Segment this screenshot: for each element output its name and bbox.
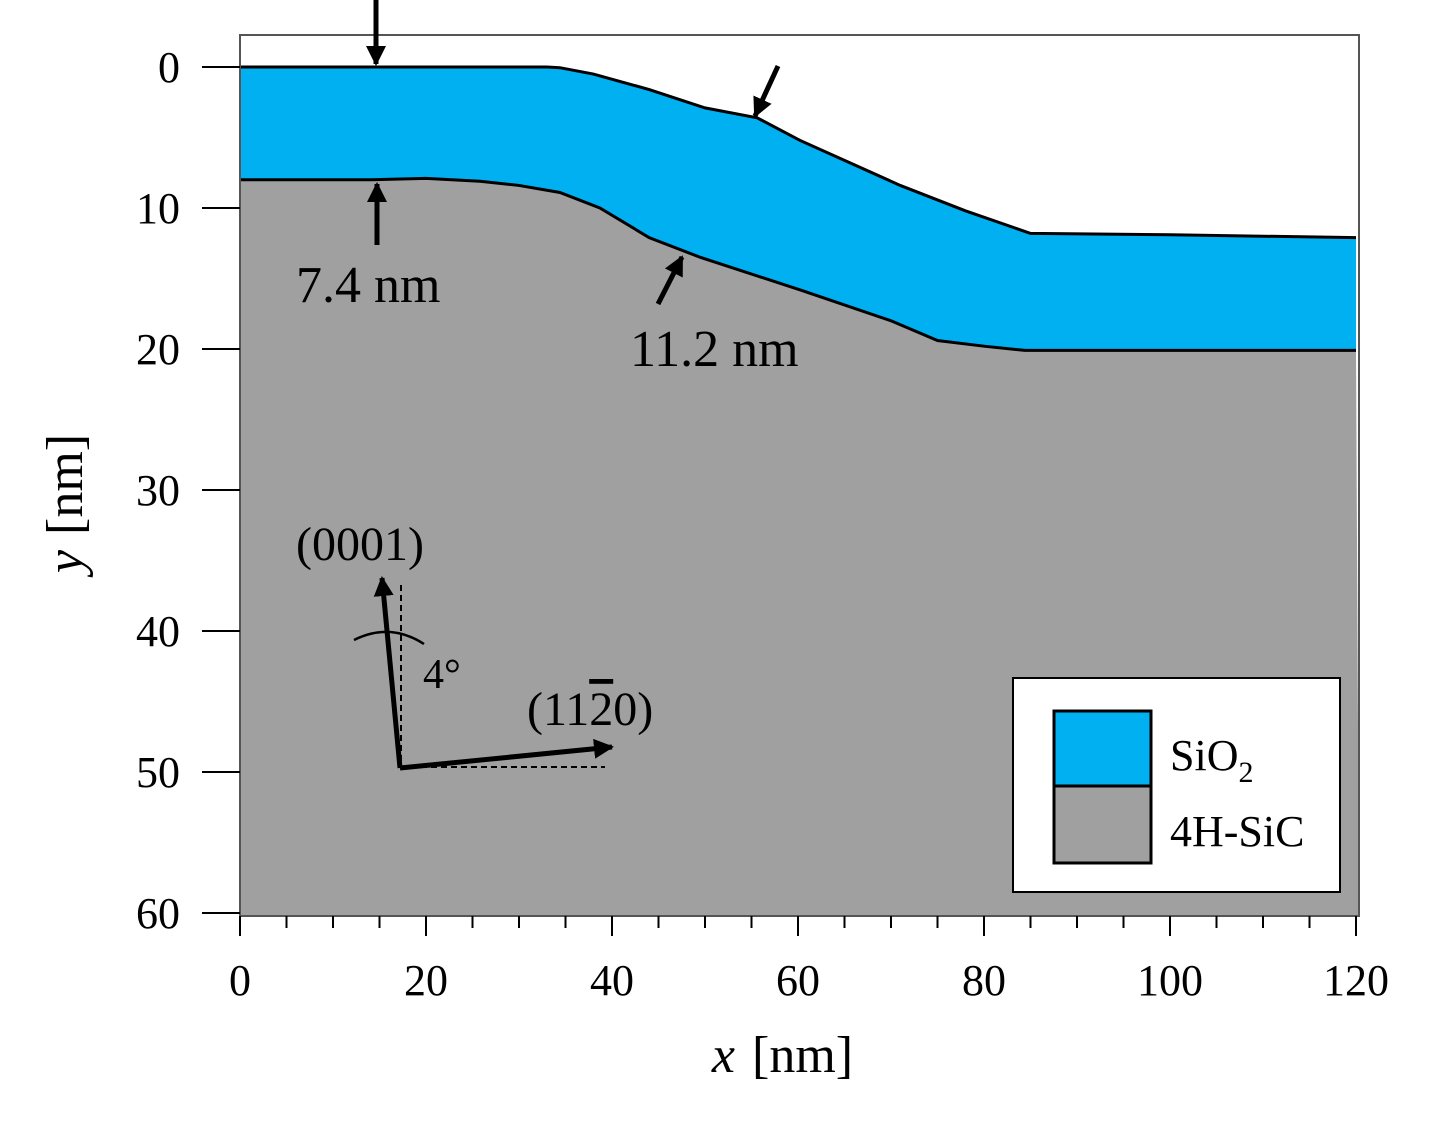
x-tick-label: 120 (1323, 956, 1389, 1005)
x-tick-label: 60 (776, 956, 820, 1005)
legend-swatch-sic (1052, 784, 1153, 865)
legend-label-sic: 4H-SiC (1170, 807, 1304, 856)
y-tick-label: 20 (136, 325, 180, 374)
y-tick-label: 30 (136, 466, 180, 515)
legend-swatch-sio2 (1052, 709, 1153, 788)
y-axis-label-var: y (37, 549, 94, 578)
thickness-flat-label: 7.4 nm (296, 257, 440, 314)
x-axis-label-unit: [nm] (752, 1027, 853, 1084)
c-axis-arrow (373, 576, 403, 769)
interface-line (240, 176, 1356, 352)
angle-arc (353, 630, 425, 646)
slope-arrow-top (752, 64, 781, 118)
plot-frame (239, 34, 1360, 917)
x-tick-label: 40 (590, 956, 634, 1005)
a-axis-arrow (399, 738, 614, 771)
x-axis-label-var: x (711, 1027, 735, 1084)
sio2-surface-line (240, 65, 1357, 240)
x-tick-label: 20 (404, 956, 448, 1005)
legend: SiO2 4H-SiC (1012, 677, 1341, 893)
x-tick-label: 100 (1137, 956, 1203, 1005)
y-tick-label: 50 (136, 748, 180, 797)
x-tick-label: 0 (229, 956, 251, 1005)
axes: 0 20 40 60 80 100 120 0 10 20 30 40 50 60 (136, 0, 1389, 1005)
y-tick-label: 0 (158, 43, 180, 92)
y-tick-label: 40 (136, 607, 180, 656)
slope-arrow-bottom (655, 255, 685, 306)
x-tick-label: 80 (962, 956, 1006, 1005)
crystal-axis-c-label: (0001) (296, 518, 424, 571)
y-tick-label: 60 (136, 889, 180, 938)
y-axis-label-unit: [nm] (37, 434, 94, 535)
crystal-axis-a-label: (1120) (527, 683, 653, 736)
legend-label-sio2: SiO2 (1170, 731, 1253, 789)
y-tick-label: 10 (136, 184, 180, 233)
sio2-region (240, 67, 1356, 351)
thickness-slope-label: 11.2 nm (630, 321, 799, 378)
angle-label: 4° (423, 652, 461, 698)
